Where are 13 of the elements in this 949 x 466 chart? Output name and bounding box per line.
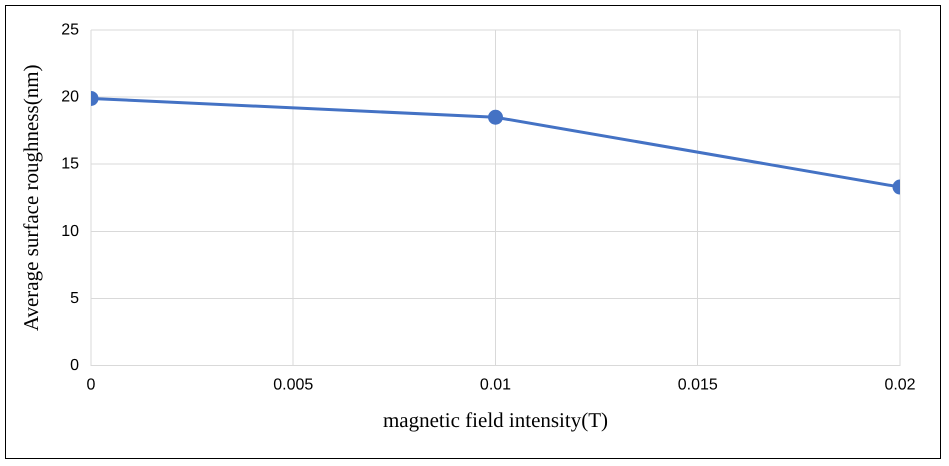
x-tick-label: 0.015: [678, 376, 718, 394]
y-tick-label: 0: [70, 357, 80, 374]
x-axis-title: magnetic field intensity(T): [382, 408, 608, 432]
x-tick-label: 0.01: [480, 376, 512, 394]
y-tick-label: 20: [61, 88, 80, 106]
y-axis-title: Average surface roughness(nm): [19, 64, 44, 332]
x-tick-label: 0: [86, 376, 96, 394]
x-tick-label: 0.005: [273, 376, 314, 394]
y-tick-label: 15: [61, 156, 80, 173]
y-tick-label: 25: [61, 21, 80, 38]
y-tick-label: 10: [61, 222, 80, 240]
y-tick-label: 5: [70, 290, 80, 307]
x-tick-label: 0.02: [884, 376, 916, 394]
